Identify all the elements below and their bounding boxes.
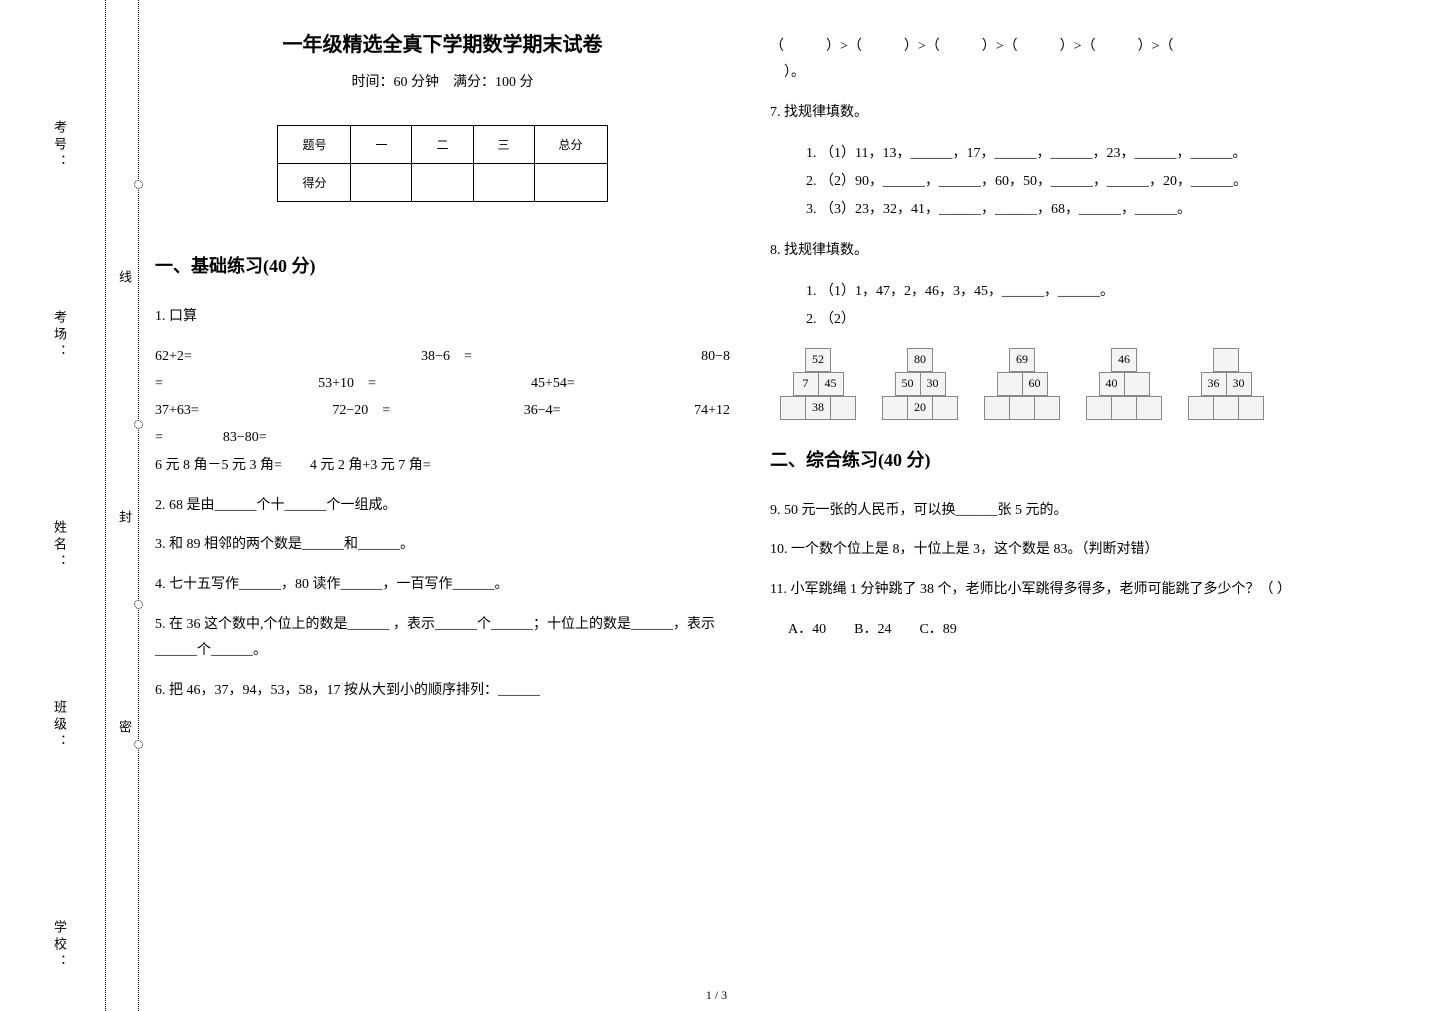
calc-row: 6 元 8 角－5 元 3 角= 4 元 2 角+3 元 7 角= [155,453,730,479]
list-item: （1）1，47，2，46，3，45，______，______。 [820,278,1345,306]
pyramid: 52 745 38 [780,348,856,420]
page-subtitle: 时间：60 分钟 满分：100 分 [155,71,730,91]
binding-strip: 学校： 班级： 姓名： 考场： 考号： 密 封 线 [30,0,140,1011]
list-item: （2）90，______，______，60，50，______，______，… [820,168,1345,196]
calc-row: = 83−80= [155,425,730,450]
page-body: 一年级精选全真下学期数学期末试卷 时间：60 分钟 满分：100 分 题号 一 … [155,20,1415,980]
seam-char-2: 线 [115,270,134,285]
table-row: 得分 [278,164,607,202]
row-label: 得分 [278,164,351,202]
list-item: （2） [820,306,1345,334]
th: 题号 [278,126,351,164]
column-left: 一年级精选全真下学期数学期末试卷 时间：60 分钟 满分：100 分 题号 一 … [155,20,730,980]
section-1-title: 一、基础练习(40 分) [155,252,730,278]
seam-char-1: 封 [115,510,134,525]
calc-row: = 53+10 = 45+54= [155,371,730,396]
q7-list: （1）11，13，______，17，______，______，23，____… [770,140,1345,224]
page-number: 1 / 3 [706,988,727,1003]
q9: 9. 50 元一张的人民币，可以换______张 5 元的。 [770,498,1345,524]
pyramid-row: 52 745 38 80 5030 20 69 60 46 40 3630 [780,348,1345,420]
q10: 10. 一个数个位上是 8，十位上是 3，这个数是 83。（判断对错） [770,537,1345,563]
pyramid: 46 40 [1086,348,1162,420]
q8: 8. 找规律填数。 [770,238,1345,264]
section-2-title: 二、综合练习(40 分) [770,446,1345,472]
label-room: 考场： [50,310,69,361]
cut-line-inner [105,0,106,1011]
q2: 2. 68 是由______个十______个一组成。 [155,493,730,519]
pyramid: 69 60 [984,348,1060,420]
seam-char-0: 密 [115,720,134,735]
q3: 3. 和 89 相邻的两个数是______和______。 [155,532,730,558]
q1-label: 1. 口算 [155,304,730,330]
page-title: 一年级精选全真下学期数学期末试卷 [155,28,730,57]
label-seat: 考号： [50,120,69,171]
q6: 6. 把 46，37，94，53，58，17 按从大到小的顺序排列：______ [155,678,730,704]
label-name: 姓名： [50,520,69,571]
th: 总分 [534,126,607,164]
q7: 7. 找规律填数。 [770,100,1345,126]
calc-row: 62+2= 38−6 = 80−8 [155,344,730,369]
pyramid: 80 5030 20 [882,348,958,420]
q11-options: A．40 B．24 C．89 [770,617,1345,643]
q6-tail: （ ）>（ ）>（ ）>（ ）>（ ）>（ ）。 [770,34,1345,86]
q4: 4. 七十五写作______，80 读作______，一百写作______。 [155,572,730,598]
label-school: 学校： [50,920,69,971]
list-item: （3）23，32，41，______，______，68，______，____… [820,196,1345,224]
label-class: 班级： [50,700,69,751]
th: 一 [351,126,412,164]
column-right: （ ）>（ ）>（ ）>（ ）>（ ）>（ ）。 7. 找规律填数。 （1）11… [770,20,1345,980]
th: 二 [412,126,473,164]
table-row: 题号 一 二 三 总分 [278,126,607,164]
pyramid: 3630 [1188,348,1264,420]
cut-line-outer [138,0,139,1011]
th: 三 [473,126,534,164]
list-item: （1）11，13，______，17，______，______，23，____… [820,140,1345,168]
q11: 11. 小军跳绳 1 分钟跳了 38 个，老师比小军跳得多得多，老师可能跳了多少… [770,577,1345,603]
q8-list: （1）1，47，2，46，3，45，______，______。 （2） [770,278,1345,334]
calc-row: 37+63= 72−20 = 36−4= 74+12 [155,398,730,423]
q5: 5. 在 36 这个数中,个位上的数是______ ，表示______个____… [155,612,730,664]
score-table: 题号 一 二 三 总分 得分 [277,125,607,202]
